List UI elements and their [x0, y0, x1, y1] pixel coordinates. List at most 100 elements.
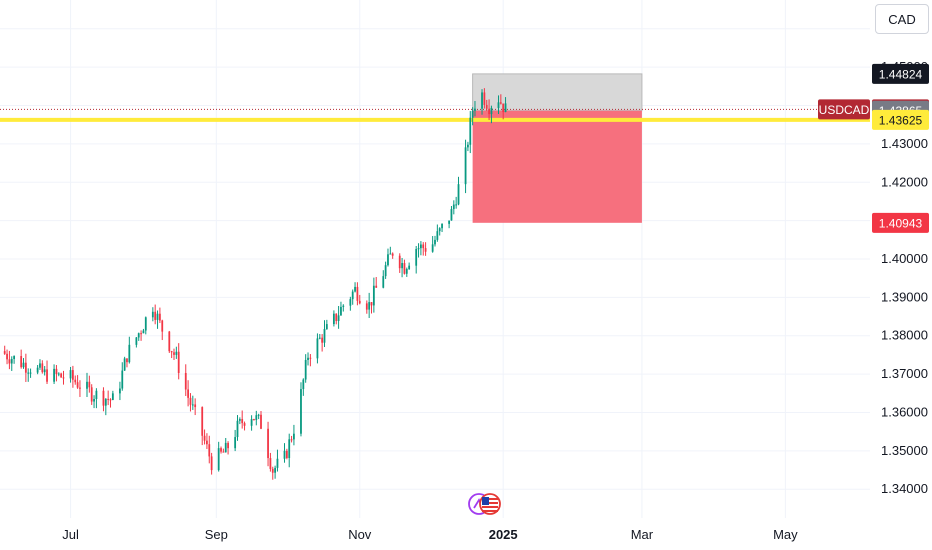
- candle-body: [441, 223, 443, 229]
- candle-body: [358, 300, 361, 304]
- candle-body: [184, 372, 187, 390]
- y-axis[interactable]: 1.460001.450001.440001.430001.420001.410…: [881, 21, 928, 496]
- candle-body: [253, 419, 255, 421]
- candle-body: [36, 367, 39, 373]
- x-tick-label: May: [773, 527, 798, 542]
- candle-body: [126, 358, 128, 363]
- candle-body: [222, 451, 225, 453]
- candle-body: [170, 351, 173, 353]
- candle-body: [448, 220, 451, 224]
- candle-body: [102, 390, 105, 406]
- candle-body: [481, 92, 483, 109]
- candle-body: [158, 313, 161, 321]
- candle-body: [285, 450, 288, 458]
- candle-body: [46, 369, 48, 382]
- candle-body: [483, 92, 486, 105]
- horizontal-line[interactable]: [0, 108, 870, 122]
- candle-body: [123, 358, 126, 371]
- candle-body: [107, 398, 110, 400]
- candle-body: [307, 357, 309, 361]
- price-labels: 1.448241.43898USDCAD1.438651.436251.4094…: [818, 63, 929, 233]
- candle-body: [387, 254, 389, 266]
- candle-body: [69, 370, 72, 379]
- candle-body: [504, 103, 507, 113]
- candle-body: [208, 444, 211, 457]
- candle-body: [210, 456, 213, 471]
- candle-body: [142, 330, 145, 334]
- candle-body: [62, 377, 65, 379]
- candle-body: [274, 467, 277, 473]
- candle-body: [467, 144, 469, 148]
- candle-body: [408, 265, 411, 269]
- candle-body: [187, 389, 190, 398]
- price-label-text: 1.40943: [879, 216, 923, 230]
- candle-body: [431, 244, 434, 252]
- candle-body: [93, 398, 95, 402]
- currency-button[interactable]: CAD: [875, 4, 929, 34]
- candle-body: [168, 331, 171, 352]
- candle-body: [349, 299, 352, 306]
- candle-body: [309, 357, 312, 359]
- y-tick-label: 1.36000: [881, 404, 928, 419]
- candle-body: [302, 379, 305, 390]
- y-tick-label: 1.43000: [881, 136, 928, 151]
- candle-body: [119, 388, 121, 394]
- candle-body: [269, 458, 272, 469]
- trade-zones[interactable]: [472, 73, 643, 223]
- candle-body: [227, 442, 229, 449]
- candle-body: [323, 329, 326, 343]
- candle-body: [13, 356, 16, 360]
- x-axis[interactable]: Jul Sep Nov 2025 Mar May: [62, 527, 798, 542]
- candle-body: [6, 353, 8, 360]
- candle-body: [250, 419, 253, 426]
- candle-body: [499, 102, 502, 104]
- candle-body: [144, 317, 147, 331]
- candle-body: [335, 313, 338, 321]
- chart-grid: [0, 0, 870, 518]
- candle-body: [3, 351, 6, 354]
- candle-body: [502, 103, 505, 113]
- candle-body: [43, 369, 46, 373]
- candle-body: [372, 285, 375, 306]
- candle-body: [321, 337, 324, 343]
- logo-icon: [468, 493, 501, 515]
- price-label-text: 1.44824: [879, 67, 923, 81]
- candle-body: [398, 255, 401, 269]
- candle-body: [220, 448, 222, 452]
- candle-body: [109, 399, 112, 401]
- candle-body: [255, 415, 258, 421]
- candle-body: [340, 306, 342, 316]
- candle-body: [238, 419, 241, 421]
- x-tick-label: Mar: [631, 527, 654, 542]
- candle-body: [8, 359, 11, 364]
- candle-body: [354, 286, 356, 292]
- y-tick-label: 1.42000: [881, 174, 928, 189]
- candle-body: [419, 244, 422, 249]
- candle-body: [267, 428, 269, 459]
- candle-body: [260, 414, 262, 429]
- candle-body: [415, 248, 418, 266]
- candle-body: [389, 253, 392, 255]
- candle-body: [154, 311, 157, 320]
- candle-body: [457, 184, 460, 205]
- candle-body: [224, 442, 227, 453]
- candle-body: [490, 107, 493, 115]
- price-label-target: 1.40943: [872, 212, 929, 233]
- candle-body: [332, 313, 335, 325]
- y-tick-label: 1.38000: [881, 328, 928, 343]
- x-tick-label: Sep: [205, 527, 228, 542]
- candle-body: [450, 209, 453, 221]
- symbol-label-text: USDCAD: [819, 103, 870, 117]
- candle-body: [304, 360, 307, 380]
- price-label-text: 1.43625: [879, 113, 923, 127]
- candle-body: [194, 404, 197, 408]
- candle-body: [121, 370, 124, 389]
- candle-body: [438, 228, 441, 232]
- candle-body: [290, 439, 293, 441]
- candle-body: [140, 333, 142, 335]
- y-tick-label: 1.35000: [881, 443, 928, 458]
- y-tick-label: 1.39000: [881, 289, 928, 304]
- candle-body: [20, 356, 23, 368]
- candle-body: [316, 338, 319, 359]
